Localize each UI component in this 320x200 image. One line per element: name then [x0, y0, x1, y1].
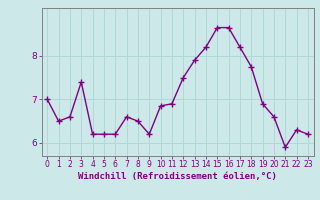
X-axis label: Windchill (Refroidissement éolien,°C): Windchill (Refroidissement éolien,°C)	[78, 172, 277, 181]
